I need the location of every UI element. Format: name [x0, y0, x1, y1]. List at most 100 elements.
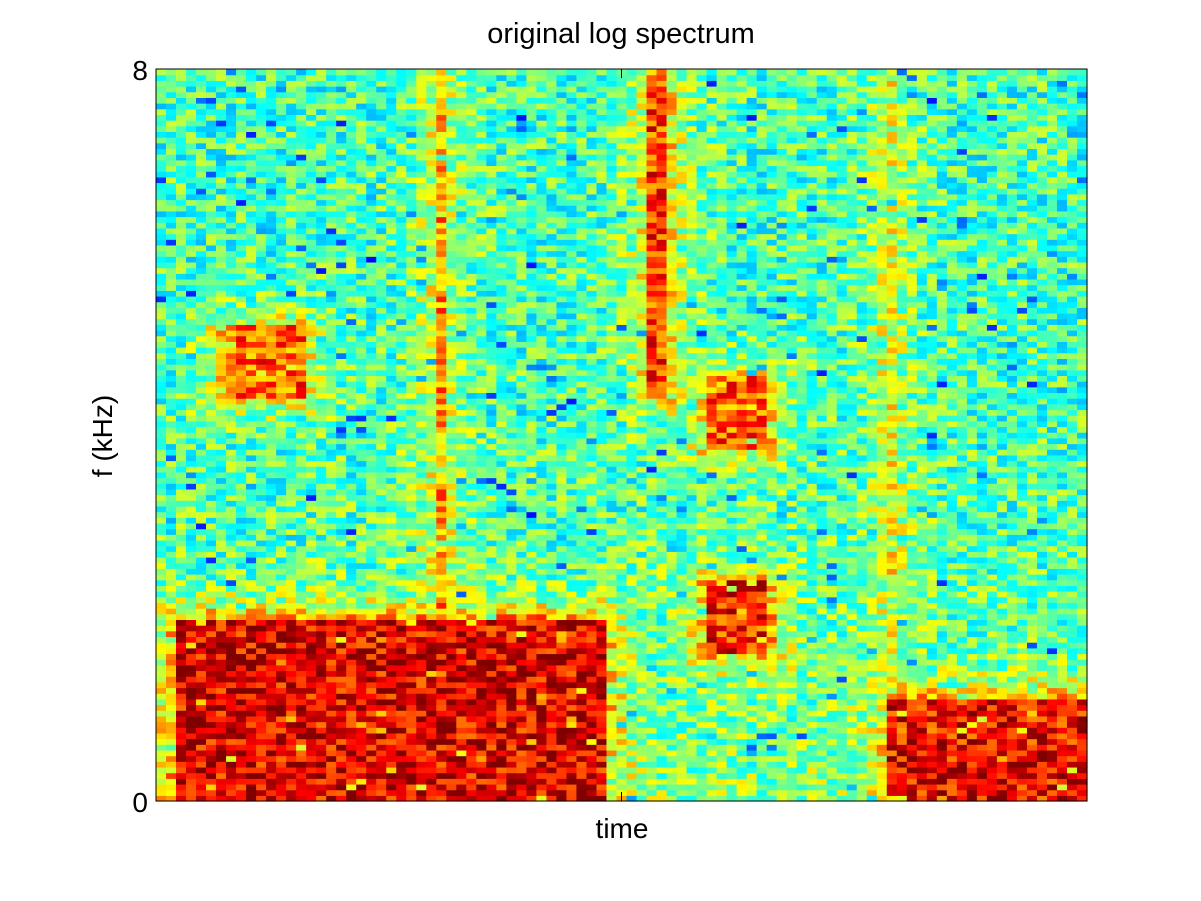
heatmap-cell [396, 403, 407, 411]
heatmap-cell [516, 432, 527, 439]
heatmap-cell [416, 131, 427, 138]
heatmap-cell [166, 698, 177, 706]
heatmap-cell [386, 86, 397, 93]
heatmap-cell [446, 415, 457, 422]
heatmap-cell [366, 738, 377, 745]
heatmap-cell [516, 403, 527, 411]
heatmap-cell [206, 608, 217, 615]
heatmap-cell [336, 120, 347, 127]
heatmap-cell [386, 137, 397, 144]
heatmap-cell [376, 159, 387, 167]
heatmap-cell [366, 341, 377, 348]
heatmap-cell [446, 313, 457, 320]
heatmap-cell [226, 386, 237, 394]
heatmap-cell [286, 210, 297, 218]
heatmap-cell [216, 454, 227, 462]
heatmap-cell [346, 636, 357, 643]
heatmap-cell [506, 125, 517, 133]
heatmap-cell [486, 732, 497, 740]
heatmap-cell [386, 710, 397, 717]
heatmap-cell [196, 80, 207, 87]
heatmap-cell [166, 409, 177, 416]
heatmap-cell [396, 273, 407, 280]
heatmap-cell [516, 744, 527, 751]
heatmap-cell [176, 227, 187, 235]
heatmap-cell [286, 636, 297, 643]
heatmap-cell [216, 664, 227, 672]
heatmap-cell [276, 778, 287, 785]
heatmap-cell [396, 664, 407, 672]
heatmap-cell [156, 494, 167, 501]
heatmap-cell [466, 642, 477, 649]
heatmap-cell [516, 301, 527, 308]
heatmap-cell [506, 761, 517, 768]
heatmap-cell [156, 284, 167, 291]
heatmap-cell [446, 432, 457, 439]
heatmap-cell [156, 562, 167, 569]
heatmap-cell [526, 693, 538, 700]
heatmap-cell [456, 579, 467, 586]
heatmap-cell [296, 511, 307, 518]
heatmap-cell [186, 642, 197, 649]
heatmap-cell [466, 91, 477, 98]
heatmap-cell [166, 659, 177, 666]
heatmap-cell [476, 602, 487, 609]
heatmap-cell [466, 579, 477, 586]
heatmap-cell [416, 534, 427, 541]
heatmap-cell [346, 199, 357, 206]
heatmap-cell [256, 522, 267, 530]
heatmap-cell [246, 562, 257, 569]
heatmap-cell [196, 392, 207, 399]
heatmap-cell [196, 466, 207, 473]
heatmap-cell [516, 216, 527, 223]
heatmap-cell [516, 330, 527, 337]
heatmap-cell [466, 278, 477, 286]
heatmap-cell [506, 108, 517, 115]
heatmap-cell [336, 313, 347, 320]
heatmap-cell [486, 738, 497, 745]
heatmap-cell [226, 664, 237, 672]
heatmap-cell [196, 454, 207, 462]
heatmap-cell [296, 154, 307, 161]
heatmap-cell [486, 471, 497, 479]
heatmap-cell [486, 744, 497, 751]
heatmap-cell [306, 772, 317, 779]
heatmap-cell [286, 460, 297, 467]
heatmap-cell [496, 738, 507, 745]
heatmap-cell [486, 534, 497, 541]
heatmap-cell [506, 69, 517, 76]
heatmap-cell [326, 120, 337, 127]
heatmap-cell [386, 171, 397, 178]
heatmap-cell [196, 625, 207, 632]
heatmap-cell [266, 358, 277, 365]
heatmap-cell [436, 313, 447, 320]
heatmap-cell [386, 409, 397, 416]
heatmap-cell [236, 239, 247, 246]
heatmap-cell [286, 500, 297, 507]
heatmap-cell [276, 664, 287, 672]
heatmap-cell [366, 466, 377, 473]
heatmap-cell [176, 233, 187, 240]
heatmap-cell [436, 664, 447, 672]
heatmap-cell [166, 159, 177, 167]
heatmap-cell [156, 176, 167, 184]
heatmap-cell [316, 579, 327, 586]
heatmap-cell [186, 415, 197, 422]
heatmap-cell [416, 636, 427, 643]
heatmap-cell [496, 80, 507, 87]
heatmap-cell [496, 284, 507, 291]
heatmap-cell [496, 154, 507, 161]
heatmap-cell [246, 290, 257, 297]
heatmap-cell [436, 409, 447, 416]
heatmap-cell [266, 471, 277, 479]
heatmap-cell [506, 557, 517, 564]
heatmap-cell [176, 74, 187, 81]
heatmap-cell [496, 171, 507, 178]
heatmap-cell [276, 278, 287, 286]
heatmap-cell [256, 210, 267, 218]
heatmap-cell [406, 789, 417, 796]
heatmap-cell [186, 364, 197, 371]
heatmap-cell [536, 273, 548, 280]
heatmap-cell [296, 273, 307, 280]
heatmap-cell [316, 511, 327, 518]
